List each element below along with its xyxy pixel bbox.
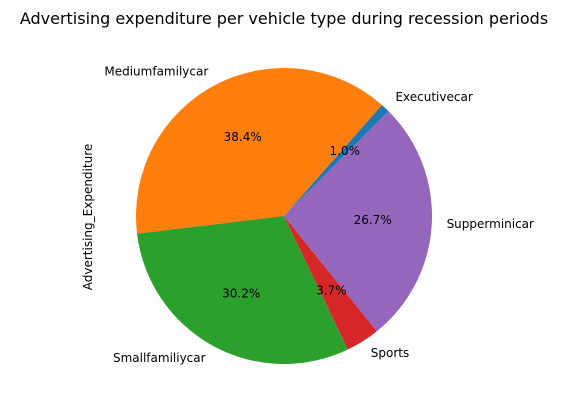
pie-slices — [136, 68, 433, 364]
pie-slice-smallfamiliycar — [137, 216, 348, 364]
slice-percent-sports: 3.7% — [316, 284, 347, 298]
slice-label-sports: Sports — [371, 346, 409, 360]
pie-slice-mediumfamilycar — [136, 68, 382, 234]
chart-title: Advertising expenditure per vehicle type… — [20, 9, 548, 28]
pie-labels: Executivecar 1.0% Mediumfamilycar 38.4% Smal… — [104, 64, 534, 365]
pie-slice-supperminicar — [284, 111, 433, 332]
slice-percent-supperminicar: 26.7% — [354, 213, 392, 227]
pie-slice-sports — [284, 216, 377, 350]
slice-label-supperminicar: Supperminicar — [447, 217, 534, 231]
slice-percent-smallfamiliycar: 30.2% — [222, 286, 260, 300]
y-axis-label: Advertising_Expenditure — [81, 144, 95, 290]
pie-slice-executivecar — [284, 104, 389, 216]
slice-percent-mediumfamilycar: 38.4% — [224, 130, 262, 144]
slice-label-smallfamiliycar: Smallfamiliycar — [113, 351, 206, 365]
slice-percent-executivecar: 1.0% — [330, 144, 361, 158]
slice-label-executivecar: Executivecar — [395, 90, 472, 104]
slice-label-mediumfamilycar: Mediumfamilycar — [104, 64, 208, 78]
